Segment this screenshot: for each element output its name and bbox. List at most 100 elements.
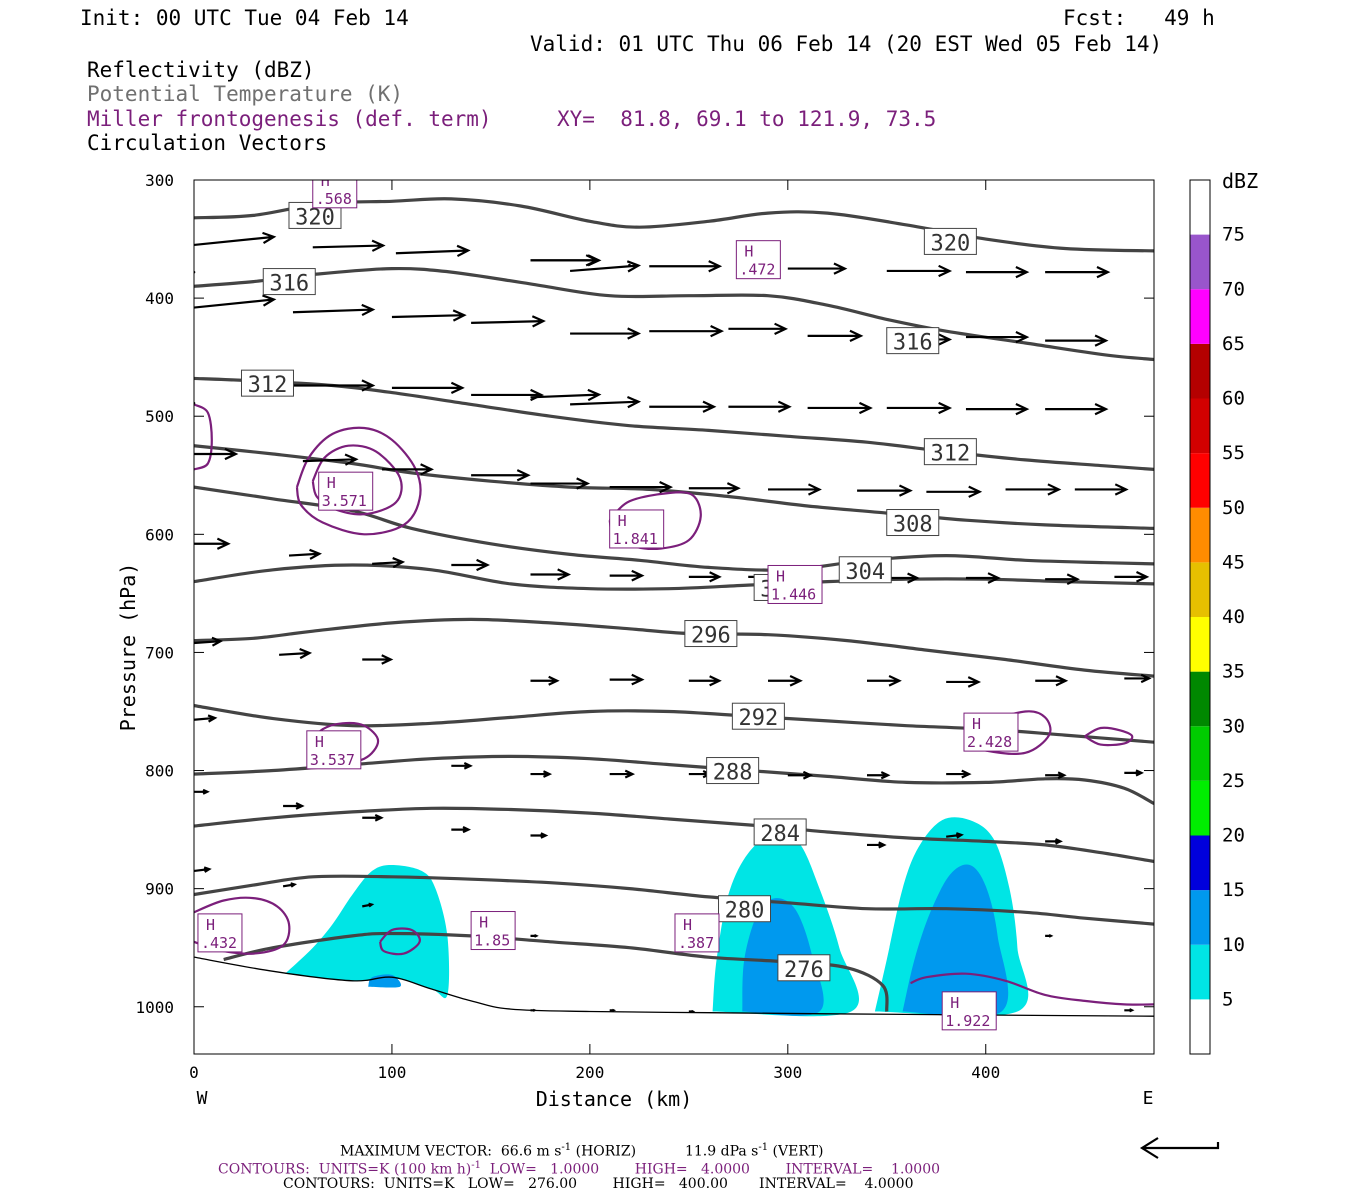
- circulation-vector: [807, 401, 873, 415]
- circulation-vector: [787, 770, 814, 780]
- y-tick-label: 500: [145, 407, 174, 426]
- theta-label: 312: [248, 373, 288, 398]
- theta-label-box: [684, 620, 738, 648]
- colorbar-label: 20: [1222, 825, 1245, 847]
- theta-label-box: [886, 327, 940, 355]
- colorbar-swatch: [1190, 999, 1210, 1054]
- circulation-vector: [362, 654, 394, 665]
- colorbar-label: 25: [1222, 770, 1245, 792]
- field-frontogenesis: Miller frontogenesis (def. term): [87, 107, 492, 131]
- circulation-vector: [530, 934, 539, 938]
- frontogenesis-label: .432: [201, 934, 237, 952]
- circulation-vector: [451, 761, 473, 770]
- theta-contour-308: [194, 444, 1154, 530]
- y-tick-label: 900: [145, 880, 174, 899]
- circulation-vector: [530, 770, 553, 778]
- circulation-vector: [886, 572, 920, 584]
- theta-label: 304: [845, 560, 885, 585]
- frontogenesis-contour: [910, 972, 1154, 1006]
- frontogenesis-high-marker: H: [972, 715, 981, 733]
- frontogenesis-label: .472: [739, 261, 775, 279]
- circulation-vector: [1045, 838, 1063, 845]
- theta-label: 316: [269, 272, 309, 297]
- circulation-vector: [530, 675, 560, 686]
- colorbar-swatch: [1190, 890, 1210, 945]
- frontogenesis-label-box: [963, 712, 1019, 752]
- circulation-vector: [886, 264, 953, 278]
- frontogenesis-label: 1.841: [613, 530, 658, 548]
- y-tick-label: 800: [145, 762, 174, 781]
- circulation-vector: [283, 802, 305, 810]
- colorbar-swatch: [1190, 453, 1210, 508]
- circulation-vector: [609, 769, 636, 779]
- theta-label-box: [718, 895, 772, 923]
- circulation-vector: [569, 260, 642, 273]
- frontogenesis-label: 1.922: [945, 1012, 990, 1030]
- circulation-vector: [688, 482, 741, 495]
- colorbar-label: 45: [1222, 551, 1245, 573]
- circulation-vector: [382, 463, 435, 476]
- frontogenesis-label: 3.537: [310, 751, 355, 769]
- theta-label: 288: [713, 761, 753, 786]
- x-tick-label: 200: [575, 1063, 604, 1082]
- plot-frame: [193, 179, 1155, 1055]
- circulation-vector: [451, 558, 490, 572]
- colorbar-swatch: [1190, 726, 1210, 781]
- theta-contour-304: [194, 485, 1154, 572]
- circulation-vector: [362, 813, 384, 822]
- theta-contour-316: [194, 266, 1154, 362]
- colorbar-swatch: [1190, 671, 1210, 727]
- frontogenesis-high-marker: H: [327, 474, 336, 492]
- circulation-vector: [1045, 934, 1054, 938]
- y-axis-title: Pressure (hPa): [116, 563, 140, 732]
- circulation-vector: [768, 674, 803, 687]
- circulation-vector: [649, 400, 717, 413]
- circulation-vector: [728, 400, 792, 413]
- circulation-vector: [609, 673, 645, 686]
- colorbar-swatch: [1190, 780, 1210, 836]
- circulation-vector: [279, 648, 313, 660]
- colorbar-swatch: [1190, 835, 1210, 891]
- colorbar-label: 70: [1222, 278, 1245, 300]
- circulation-vector: [1045, 334, 1109, 347]
- colorbar-label: 5: [1222, 988, 1233, 1010]
- circulation-vector: [866, 771, 891, 780]
- frontogenesis-label: 1.85: [474, 932, 510, 950]
- circulation-vector: [288, 548, 322, 560]
- colorbar-swatch: [1190, 289, 1210, 344]
- theta-contour-300: [194, 563, 1154, 591]
- circulation-vector: [1124, 769, 1144, 777]
- circulation-vector: [292, 379, 376, 392]
- circulation-vector: [926, 485, 983, 498]
- plot-area: 3203203163163123123083043002962922882842…: [194, 180, 1154, 1031]
- theta-label-box: [706, 757, 760, 785]
- west-label: W: [197, 1088, 208, 1109]
- circulation-vector: [1114, 571, 1150, 583]
- frontogenesis-contour-note: CONTOURS: UNITS=K (100 km h)-1 LOW= 1.00…: [218, 1160, 941, 1178]
- frontogenesis-contour: [1084, 726, 1134, 747]
- circulation-vector: [628, 263, 631, 267]
- frontogenesis-high-marker: H: [776, 567, 785, 585]
- theta-contour-note: CONTOURS: UNITS=K LOW= 276.00 HIGH= 400.…: [283, 1176, 914, 1192]
- circulation-vector: [609, 569, 645, 582]
- cross-section-endpoints: XY= 81.8, 69.1 to 121.9, 73.5: [557, 107, 937, 131]
- frontogenesis-high-marker: H: [618, 512, 627, 530]
- init-time: Init: 00 UTC Tue 04 Feb 14: [80, 6, 409, 30]
- frontogenesis-label-box: [941, 991, 997, 1031]
- circulation-vector: [194, 447, 239, 461]
- circulation-vector: [688, 1009, 696, 1014]
- theta-contour-280: [194, 874, 1154, 926]
- terrain-line: [194, 956, 1154, 1017]
- frontogenesis-label-box: [609, 509, 665, 549]
- circulation-vector: [886, 401, 953, 415]
- colorbar-swatch: [1190, 944, 1210, 1000]
- circulation-vector: [530, 477, 591, 490]
- circulation-vector: [451, 826, 471, 834]
- y-tick-label: 700: [145, 643, 174, 662]
- theta-contour-312: [194, 376, 1154, 471]
- circulation-vector: [965, 266, 1030, 279]
- frontogenesis-label-box: [674, 913, 720, 953]
- circulation-vector: [570, 327, 642, 340]
- x-axis-title: Distance (km): [536, 1087, 693, 1111]
- frontogenesis-label-box: [767, 564, 823, 604]
